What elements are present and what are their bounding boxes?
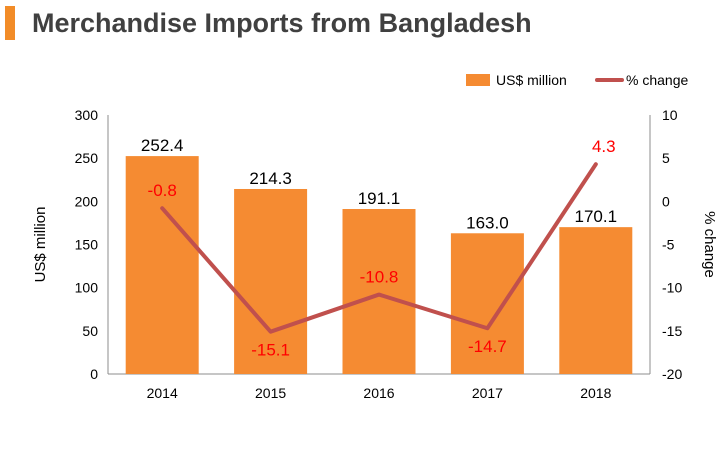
right-axis-title: % change	[701, 211, 718, 278]
left-tick-label: 50	[82, 323, 98, 339]
left-tick-label: 250	[75, 150, 99, 166]
bar-data-label: 170.1	[575, 207, 618, 226]
bar-data-label: 252.4	[141, 136, 184, 155]
line-data-label: -14.7	[468, 337, 507, 356]
left-tick-label: 150	[75, 237, 99, 253]
x-tick-label: 2018	[580, 385, 611, 401]
x-tick-label: 2015	[255, 385, 286, 401]
line-data-label: -0.8	[148, 181, 177, 200]
line-series-pct-change	[160, 162, 598, 334]
bar-data-label: 191.1	[358, 189, 401, 208]
x-tick-label: 2016	[363, 385, 394, 401]
line-data-label: -15.1	[251, 341, 290, 360]
left-tick-label: 0	[90, 366, 98, 382]
right-tick-label: 5	[662, 150, 670, 166]
line-data-label: 4.3	[592, 137, 616, 156]
left-tick-label: 300	[75, 107, 99, 123]
right-tick-label: -10	[662, 280, 682, 296]
right-tick-label: -20	[662, 366, 682, 382]
bar-data-label: 214.3	[249, 169, 292, 188]
legend-label-bar: US$ million	[496, 72, 567, 88]
left-tick-label: 100	[75, 280, 99, 296]
left-axis-title: US$ million	[32, 207, 49, 283]
left-tick-label: 200	[75, 193, 99, 209]
bar	[450, 233, 524, 374]
bar	[559, 227, 633, 374]
right-tick-label: -15	[662, 323, 682, 339]
x-tick-label: 2014	[147, 385, 178, 401]
bar	[125, 156, 199, 374]
line-data-label: -10.8	[360, 268, 399, 287]
right-tick-label: 0	[662, 193, 670, 209]
title-accent-bar	[5, 6, 15, 40]
x-tick-label: 2017	[472, 385, 503, 401]
bar	[342, 209, 416, 374]
right-tick-label: -5	[662, 237, 675, 253]
legend-swatch-bar	[466, 74, 490, 86]
chart-title: Merchandise Imports from Bangladesh	[32, 8, 532, 38]
bar-data-label: 163.0	[466, 213, 509, 232]
bar	[234, 188, 308, 374]
legend-label-line: % change	[626, 72, 688, 88]
right-tick-label: 10	[662, 107, 678, 123]
